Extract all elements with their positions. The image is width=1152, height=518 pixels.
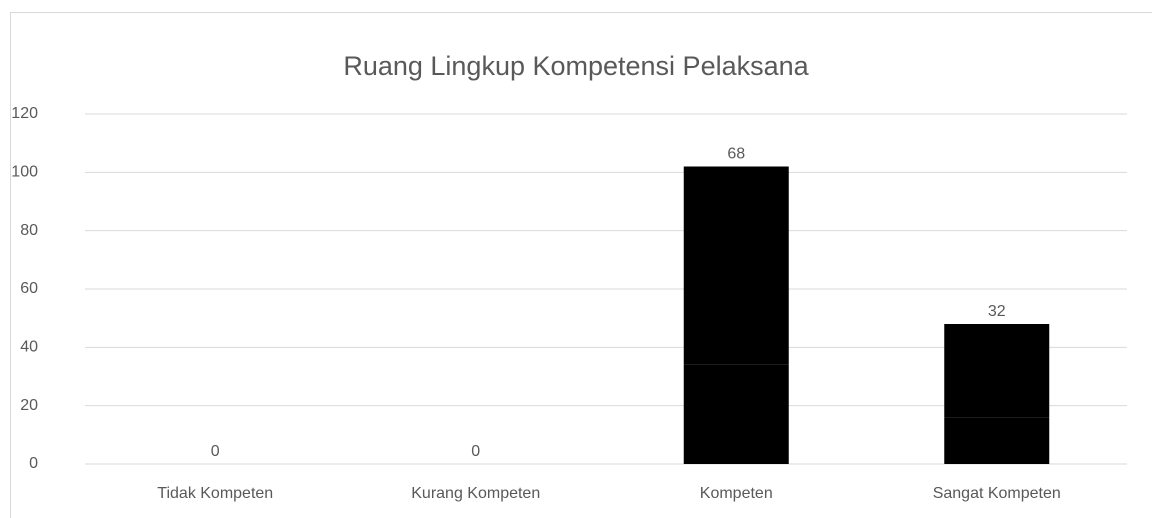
data-label: 0 bbox=[471, 443, 480, 460]
bar-segment bbox=[683, 166, 789, 365]
x-tick-label: Kurang Kompeten bbox=[411, 485, 540, 502]
chart-title: Ruang Lingkup Kompetensi Pelaksana bbox=[343, 51, 809, 81]
data-label: 0 bbox=[211, 443, 220, 460]
bar-segment bbox=[944, 324, 1050, 418]
y-tick-label: 100 bbox=[11, 164, 38, 181]
y-tick-label: 20 bbox=[20, 397, 38, 414]
y-tick-label: 80 bbox=[20, 222, 38, 239]
y-tick-label: 60 bbox=[20, 280, 38, 297]
x-tick-label: Sangat Kompeten bbox=[933, 485, 1061, 502]
data-label: 68 bbox=[727, 146, 745, 163]
y-tick-label: 0 bbox=[29, 455, 38, 472]
bar-segment bbox=[944, 417, 1050, 464]
bar-segment bbox=[683, 364, 789, 464]
x-tick-label: Kompeten bbox=[700, 485, 773, 502]
y-tick-label: 40 bbox=[20, 339, 38, 356]
y-tick-label: 120 bbox=[11, 105, 38, 122]
x-tick-label: Tidak Kompeten bbox=[157, 485, 273, 502]
data-label: 32 bbox=[988, 303, 1006, 320]
